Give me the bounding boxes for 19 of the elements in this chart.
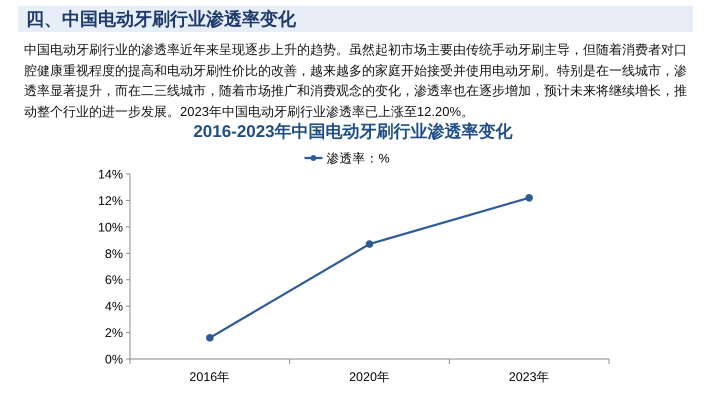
legend: 渗透率：%: [304, 152, 390, 166]
y-tick-label: 4%: [104, 300, 123, 314]
y-tick-label: 12%: [98, 194, 123, 208]
y-tick-label: 8%: [104, 246, 123, 261]
y-tick-label: 2%: [104, 326, 123, 340]
y-tick-label: 14%: [98, 168, 123, 182]
y-tick-label: 6%: [104, 273, 123, 288]
legend-label: 渗透率：%: [326, 150, 390, 166]
x-tick-label: 2020年: [349, 370, 390, 384]
chart-title: 2016-2023年中国电动牙刷行业渗透率变化: [193, 122, 514, 141]
point: [366, 240, 374, 248]
y-tick-label: 10%: [98, 220, 123, 234]
x-tick-label: 2023年: [508, 370, 550, 384]
text: 中国电动牙刷行业的渗透率近年来呈现逐步上升的趋势。虽然起初市场主要由传统手动牙刷主导，但随着消费者对口腔健康重视程度的提高和电动牙刷性价比的改善，越来越多的家庭开始接受并使用电动牙刷。特别是在一线城市，渗透率显著提升，而在二三线城市，随着市场推广和消费观念的变化，渗透率也在逐步增加，预计未来将继续增长，推动整个行业的进一步发展。2023年中国电动牙刷行业渗透率已上涨至12.20%。: [24, 41, 688, 120]
point: [525, 194, 533, 202]
text: 四、中国电动牙刷行业渗透率变化: [26, 8, 296, 31]
x-tick-label: 2016年: [189, 370, 230, 384]
y-tick-label: 0%: [104, 352, 123, 366]
point: [206, 334, 214, 342]
